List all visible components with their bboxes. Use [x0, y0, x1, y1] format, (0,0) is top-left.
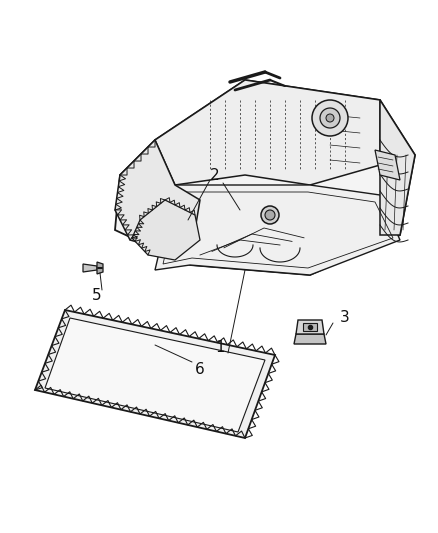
- Circle shape: [312, 100, 348, 136]
- Polygon shape: [83, 264, 97, 272]
- Polygon shape: [132, 200, 200, 260]
- Polygon shape: [375, 150, 400, 180]
- Polygon shape: [97, 262, 103, 274]
- Polygon shape: [380, 100, 415, 235]
- Circle shape: [326, 114, 334, 122]
- Polygon shape: [45, 318, 265, 432]
- Polygon shape: [115, 140, 200, 250]
- Polygon shape: [35, 310, 275, 438]
- Text: 5: 5: [92, 287, 102, 303]
- Polygon shape: [155, 185, 400, 275]
- Polygon shape: [155, 80, 380, 185]
- Circle shape: [261, 206, 279, 224]
- Text: 6: 6: [195, 362, 205, 377]
- Circle shape: [320, 108, 340, 128]
- Polygon shape: [296, 320, 324, 334]
- Text: 3: 3: [340, 311, 350, 326]
- Text: 2: 2: [210, 167, 220, 182]
- FancyBboxPatch shape: [303, 323, 317, 331]
- Text: 1: 1: [215, 341, 225, 356]
- Polygon shape: [115, 80, 415, 275]
- Circle shape: [265, 210, 275, 220]
- Polygon shape: [294, 334, 326, 344]
